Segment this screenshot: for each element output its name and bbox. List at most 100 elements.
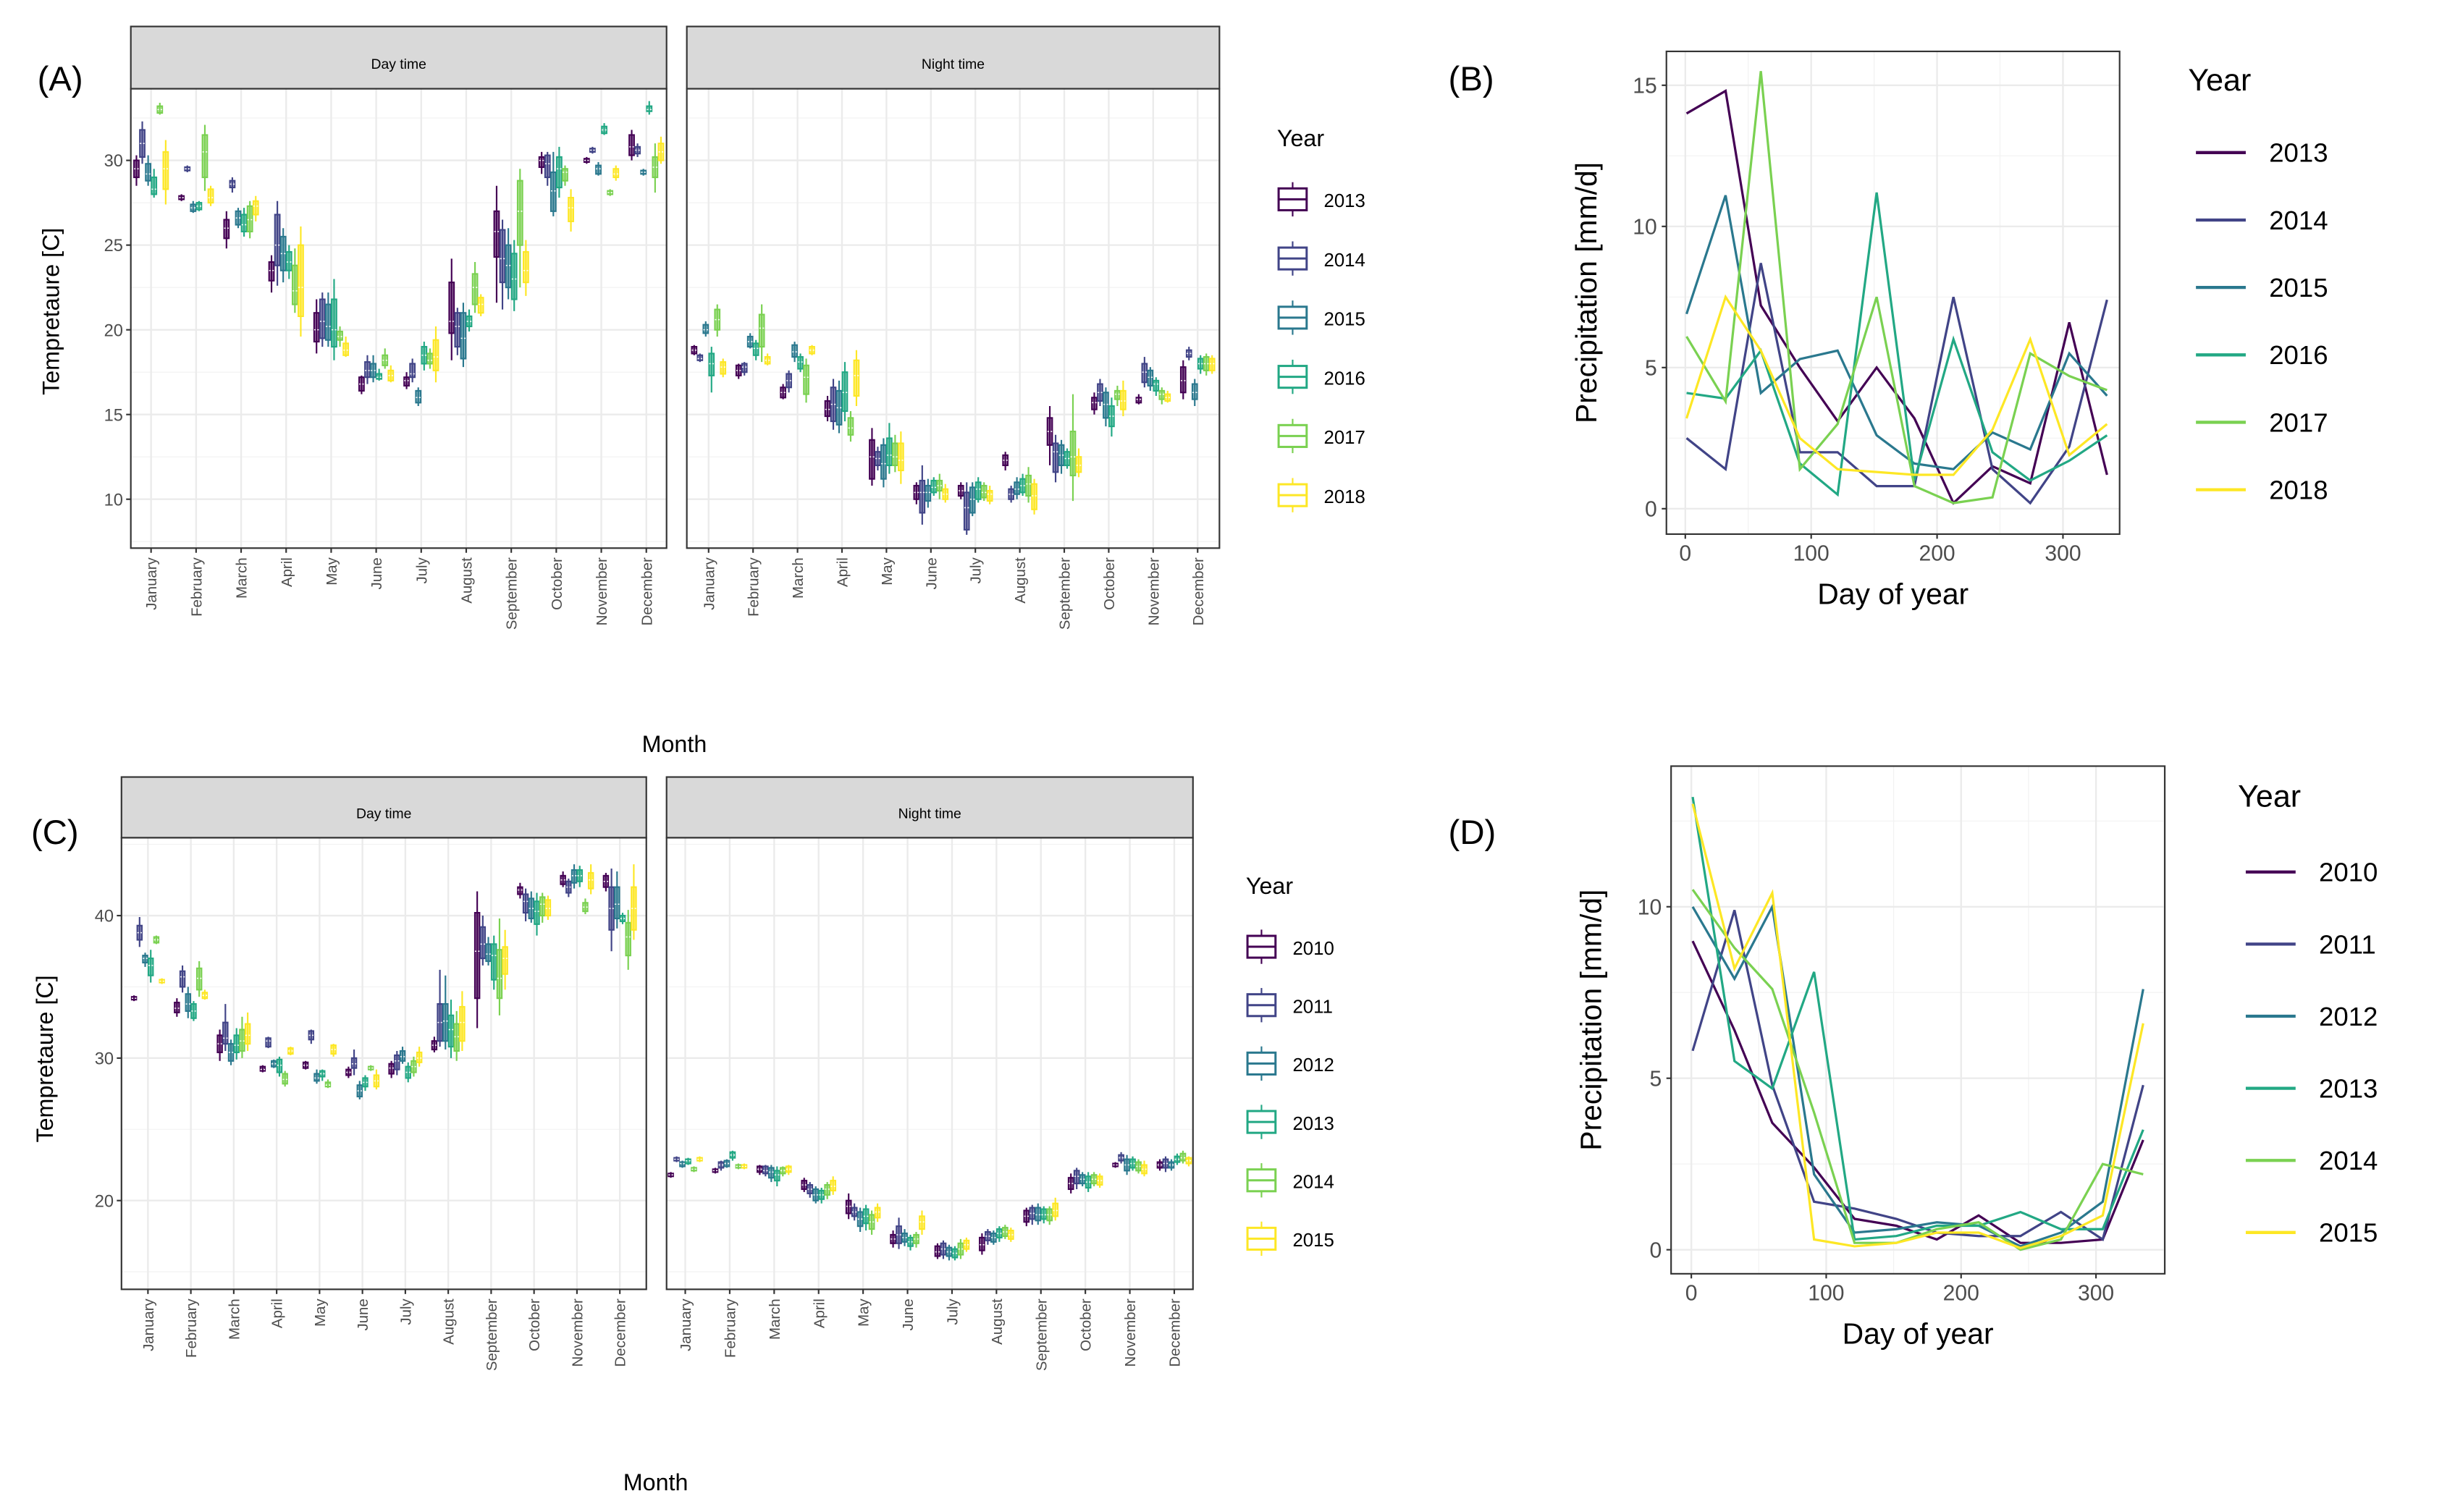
boxplot-2011-november: [565, 878, 572, 898]
boxplot-2014-march: [779, 1166, 786, 1177]
boxplot-2012-may: [856, 1207, 864, 1233]
boxplot-2012-october: [528, 891, 535, 923]
box-iqr: [628, 134, 635, 156]
panel-label-c: (C): [31, 814, 79, 852]
boxplot-2013-august: [447, 1000, 455, 1058]
box-iqr: [376, 373, 383, 380]
boxplot-2015-july: [416, 1047, 423, 1067]
series-line-2014: [1685, 263, 2108, 505]
boxplot-2014-june: [913, 1232, 919, 1248]
boxplot-2015-may: [880, 438, 887, 488]
boxplot-2015-february: [741, 1163, 748, 1170]
x-tick-label: April: [279, 557, 295, 587]
box-iqr: [758, 313, 765, 348]
boxplot-2011-july: [394, 1051, 400, 1076]
boxplot-2010-june: [345, 1066, 352, 1078]
box-iqr: [562, 168, 568, 182]
legend-label: 2010: [2319, 858, 2378, 887]
legend-item-2014: 2014: [2245, 1146, 2378, 1175]
boxplot-2016-march: [240, 208, 248, 237]
plot-background: [1666, 51, 2120, 534]
boxplot-2014-may: [868, 1210, 875, 1235]
boxplot-2014-march: [786, 370, 792, 393]
box-iqr: [853, 359, 860, 397]
y-tick-label: 40: [95, 908, 114, 926]
legend-item-2013: 2013: [1246, 1105, 1334, 1139]
boxplot-2017-june: [936, 473, 943, 499]
box-iqr: [568, 197, 574, 222]
legend-item-2013: 2013: [1277, 182, 1365, 217]
boxplot-2013-june: [913, 482, 920, 504]
boxplot-2015-july: [963, 1237, 970, 1252]
y-tick-label: 10: [104, 491, 123, 510]
boxplot-2010-may: [302, 1060, 309, 1070]
box-iqr: [291, 264, 298, 305]
facet-strip-label: Night time: [922, 56, 985, 72]
facet-strip: [686, 25, 1221, 90]
boxplot-2017-february: [201, 124, 209, 191]
x-tick-label: July: [414, 557, 430, 583]
legend-label: 2013: [2269, 138, 2328, 168]
boxplot-2013-february: [729, 1150, 736, 1161]
box-iqr: [779, 1167, 786, 1175]
boxplot-2014-february: [741, 362, 748, 376]
box-iqr: [324, 1081, 332, 1088]
legend-label: 2018: [1323, 487, 1365, 507]
boxplot-2016-august: [1019, 473, 1026, 497]
boxplot-2017-april: [291, 248, 298, 313]
boxplot-2017-july: [426, 348, 434, 369]
boxplot-2012-november: [570, 864, 578, 889]
boxplot-2011-february: [179, 965, 186, 993]
boxplot-2017-october: [1114, 385, 1121, 406]
boxplot-2013-july: [403, 372, 410, 389]
box-iqr: [342, 342, 350, 356]
boxplot-2011-june: [350, 1049, 358, 1076]
box-iqr: [447, 1014, 455, 1048]
boxplot-2014-september: [1046, 1206, 1053, 1225]
box-iqr: [685, 1158, 691, 1165]
boxplot-2016-august: [466, 309, 473, 332]
boxplot-2011-march: [762, 1165, 769, 1177]
x-tick-label: 200: [1943, 1281, 1979, 1305]
boxplot-2010-april: [259, 1065, 266, 1073]
box-iqr: [147, 957, 154, 976]
boxplot-2014-may: [875, 447, 881, 470]
panel-d-precipitation-lines: 0 100 200 300 0 5 10 Day of year Precipitation […: [1574, 765, 2378, 1351]
boxplot-2015-october: [544, 895, 552, 920]
y-axis-title: Tempretaure [C]: [38, 228, 64, 395]
boxplot-2018-november: [612, 165, 620, 181]
boxplot-2011-august: [985, 1229, 991, 1245]
box-iqr: [1191, 383, 1198, 400]
box-iqr: [696, 354, 704, 361]
boxplot-2011-july: [940, 1240, 947, 1259]
box-iqr: [246, 205, 253, 232]
series-line-2014: [1691, 889, 2144, 1251]
boxplot-2013-february: [735, 363, 742, 379]
x-tick-label: December: [613, 1298, 629, 1367]
box-iqr: [762, 1165, 769, 1175]
legend: Year 2013 2014 2015 2016 2017 2018: [1277, 125, 1365, 512]
box-iqr: [252, 200, 259, 216]
box-iqr: [516, 180, 523, 246]
boxplot-2016-january: [708, 347, 715, 393]
x-tick-label: April: [812, 1298, 828, 1328]
box-iqr: [268, 261, 275, 282]
boxplot-2010-october: [517, 882, 523, 899]
x-tick-label: July: [398, 1298, 414, 1325]
box-iqr: [898, 442, 904, 472]
boxplot-2018-april: [853, 350, 860, 406]
box-iqr: [145, 163, 152, 182]
x-tick-label: January: [141, 1298, 157, 1351]
facet-night-time: Night time January February March April May Ju…: [686, 25, 1221, 630]
panel-border: [686, 88, 1221, 549]
boxplot-2012-february: [185, 987, 191, 1018]
x-tick-label: 0: [1685, 1281, 1698, 1305]
box-iqr: [179, 970, 186, 988]
legend: Year 2013 2014 2015 2016 2017 2018: [2188, 63, 2328, 505]
boxplot-2018-april: [298, 226, 304, 337]
legend-item-2011: 2011: [2245, 929, 2376, 959]
boxplot-2013-april: [268, 255, 275, 293]
boxplot-2010-february: [712, 1167, 719, 1174]
panel-border: [120, 837, 647, 1291]
boxplot-2013-may: [862, 1204, 870, 1231]
